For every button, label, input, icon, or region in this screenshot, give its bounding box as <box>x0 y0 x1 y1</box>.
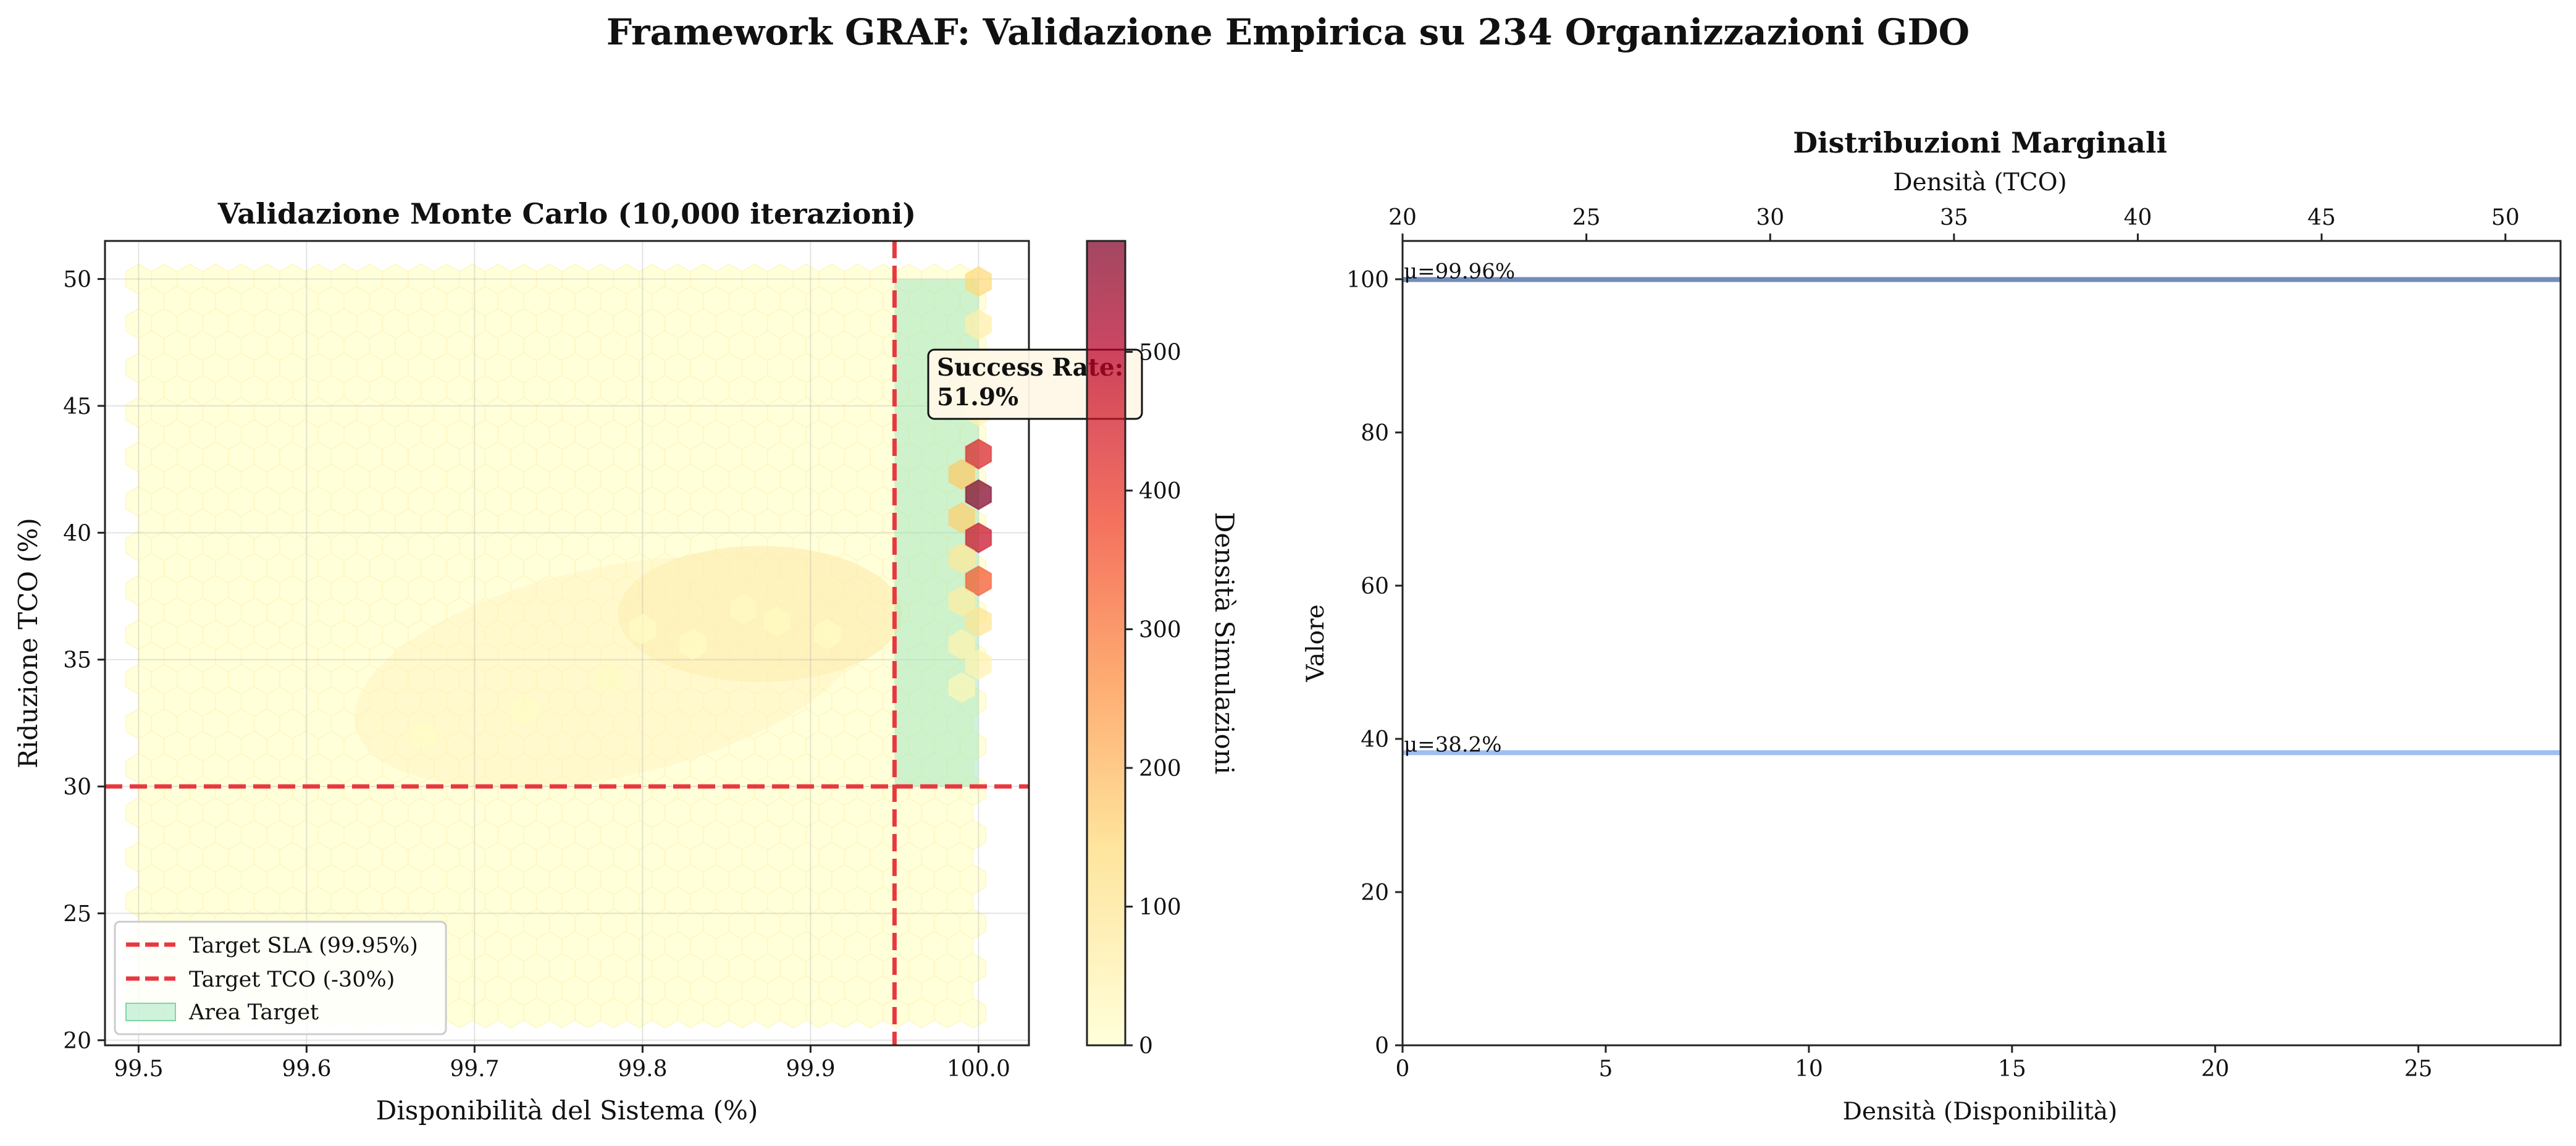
marginal-y-ticks: 0 20 40 60 80 100 <box>1346 268 1403 1059</box>
hexbin-chart: Validazione Monte Carlo (10,000 iterazio… <box>13 197 1143 1126</box>
marginal-x-tick-label: 5 <box>1598 1056 1613 1082</box>
marginal-y-tick-label: 0 <box>1375 1034 1389 1059</box>
hexbin-cell <box>965 605 992 638</box>
marginal-top-x-ticks: 20 25 30 35 40 45 50 <box>1388 205 2520 241</box>
colorbar-tick-label: 300 <box>1139 618 1181 643</box>
marginal-mean-annotations: μ=99.96% μ=38.2% <box>1404 259 1515 757</box>
marginal-x-tick-label: 0 <box>1396 1056 1410 1082</box>
legend-label-area-target: Area Target <box>188 1000 319 1025</box>
hexbin-x-ticks: 99.5 99.6 99.7 99.8 99.9 100.0 <box>114 1045 1010 1082</box>
figure-title: Framework GRAF: Validazione Empirica su … <box>606 11 1970 53</box>
marginal-top-x-tick-label: 20 <box>1388 205 1417 230</box>
hexbin-y-tick-label: 20 <box>63 1029 91 1054</box>
hexbin-cells <box>411 266 992 752</box>
hexbin-x-tick-label: 100.0 <box>947 1056 1010 1082</box>
marginal-y-tick-label: 60 <box>1361 574 1389 599</box>
hexbin-y-tick-label: 45 <box>63 394 91 419</box>
hexbin-y-axis-label: Riduzione TCO (%) <box>13 518 43 769</box>
hexbin-chart-title: Validazione Monte Carlo (10,000 iterazio… <box>217 197 916 230</box>
hexbin-cell <box>965 522 992 554</box>
marginal-distributions-chart: Distribuzioni Marginali Densità (TCO) μ=… <box>1302 126 2562 1126</box>
hexbin-cell <box>965 309 992 340</box>
hexbin-plot-frame <box>104 240 1030 1047</box>
legend-marker-area-target <box>125 1003 176 1021</box>
hexbin-cell <box>679 628 707 660</box>
marginal-top-axis-label: Densità (TCO) <box>1893 169 2067 196</box>
hexbin-cell <box>729 593 757 625</box>
colorbar-ticks: 0 100 200 300 400 500 <box>1125 340 1181 1059</box>
hexbin-y-tick-label: 30 <box>63 775 91 800</box>
hexbin-cell <box>411 720 438 752</box>
hexbin-cell <box>965 479 992 510</box>
hexbin-cell <box>965 438 992 470</box>
hexbin-cell <box>813 618 841 650</box>
marginal-plot-frame <box>1401 240 2562 1047</box>
marginal-top-x-tick-label: 25 <box>1572 205 1601 230</box>
marginal-x-tick-label: 20 <box>2201 1056 2230 1082</box>
hexbin-cell <box>965 649 992 681</box>
hexbin-x-tick-label: 99.6 <box>282 1056 331 1082</box>
marginal-x-tick-label: 25 <box>2404 1056 2433 1082</box>
success-rate-value: 51.9% <box>937 383 1018 411</box>
marginal-x-tick-label: 10 <box>1795 1056 1823 1082</box>
marginal-series-lines <box>1403 277 2561 756</box>
hexbin-cell <box>965 565 992 597</box>
marginal-top-x-tick-label: 45 <box>2307 205 2336 230</box>
hexbin-y-tick-label: 25 <box>63 901 91 927</box>
hexbin-x-tick-label: 99.7 <box>450 1056 499 1082</box>
hexbin-cell <box>511 694 539 726</box>
hexbin-cell <box>965 266 992 297</box>
hexbin-y-ticks: 20 25 30 35 40 45 50 <box>63 268 105 1054</box>
marginal-mean-annotation: μ=38.2% <box>1404 732 1502 757</box>
hexbin-legend: Target SLA (99.95%) Target TCO (-30%) Ar… <box>114 921 447 1035</box>
legend-label-target-sla: Target SLA (99.95%) <box>189 933 418 958</box>
marginal-chart-title: Distribuzioni Marginali <box>1793 126 2167 159</box>
marginal-x-tick-label: 15 <box>1998 1056 2026 1082</box>
hexbin-x-axis-label: Disponibilità del Sistema (%) <box>376 1095 758 1126</box>
colorbar-tick-label: 500 <box>1139 340 1181 366</box>
hexbin-cell <box>629 613 657 645</box>
hexbin-cell <box>948 542 975 574</box>
hexbin-background-cell <box>959 997 986 1029</box>
hexbin-cell <box>948 628 975 660</box>
hexbin-y-tick-label: 50 <box>63 268 91 293</box>
hexbin-cell <box>595 662 623 693</box>
colorbar-tick-label: 100 <box>1139 895 1181 921</box>
hexbin-cell <box>948 458 975 491</box>
marginal-top-x-tick-label: 40 <box>2124 205 2152 230</box>
colorbar-label: Densità Simulazioni <box>1209 512 1240 775</box>
marginal-plot-area <box>1403 241 2561 1045</box>
legend-label-target-tco: Target TCO (-30%) <box>189 967 395 992</box>
hexbin-cell <box>763 605 791 638</box>
hexbin-y-tick-label: 35 <box>63 648 91 673</box>
marginal-y-tick-label: 100 <box>1346 268 1389 293</box>
marginal-top-x-tick-label: 30 <box>1756 205 1784 230</box>
hexbin-x-tick-label: 99.9 <box>786 1056 835 1082</box>
colorbar-tick-label: 400 <box>1139 479 1181 504</box>
marginal-top-x-tick-label: 50 <box>2491 205 2520 230</box>
hexbin-cell <box>948 672 975 704</box>
marginal-y-tick-label: 80 <box>1361 421 1389 446</box>
hexbin-cell <box>948 586 975 617</box>
marginal-top-x-tick-label: 35 <box>1940 205 1968 230</box>
hexbin-x-tick-label: 99.8 <box>618 1056 667 1082</box>
hexbin-y-tick-label: 40 <box>63 521 91 546</box>
colorbar-tick-label: 0 <box>1139 1034 1153 1059</box>
colorbar-gradient <box>1086 240 1126 1047</box>
marginal-y-tick-label: 40 <box>1361 727 1389 752</box>
marginal-mean-annotation: μ=99.96% <box>1404 259 1515 284</box>
marginal-x-ticks: 0 5 10 15 20 25 <box>1396 1045 2433 1082</box>
hexbin-x-tick-label: 99.5 <box>114 1056 163 1082</box>
marginal-y-axis-label: Valore <box>1302 604 1330 683</box>
marginal-x-axis-label: Densità (Disponibilità) <box>1843 1098 2118 1126</box>
colorbar: 0 100 200 300 400 500 Densità Simulazioni <box>1086 240 1240 1059</box>
marginal-y-tick-label: 20 <box>1361 880 1389 906</box>
hexbin-cell <box>948 502 975 533</box>
colorbar-tick-label: 200 <box>1139 756 1181 782</box>
